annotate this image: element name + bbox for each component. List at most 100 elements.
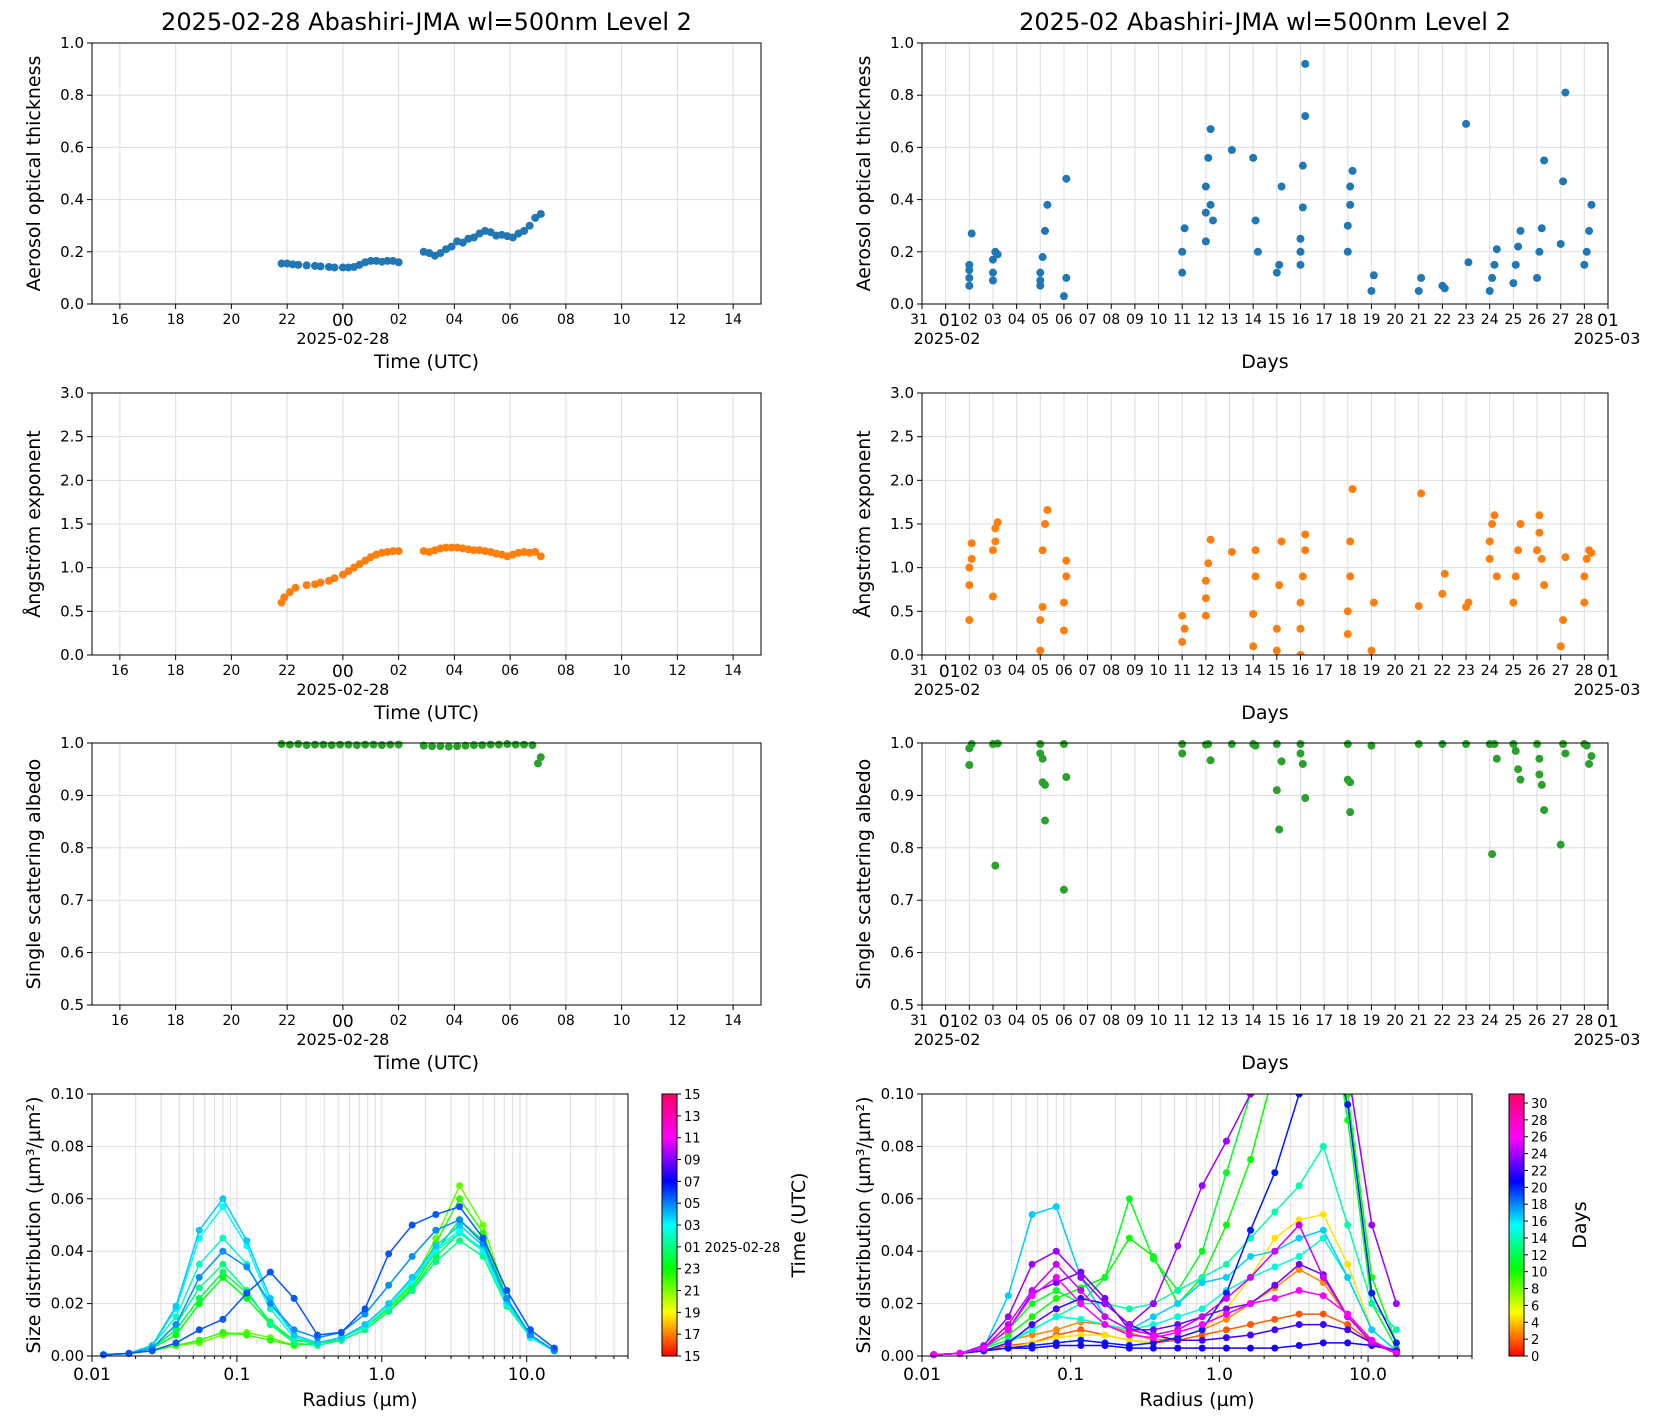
y-tick-label: 0.0 <box>60 646 84 664</box>
series-point <box>408 1221 416 1229</box>
data-point <box>316 262 325 271</box>
data-point <box>1346 808 1355 817</box>
colorbar-tick-label: 10 <box>1531 1266 1548 1281</box>
x-tick-label: 06 <box>1055 1013 1073 1029</box>
series-point <box>1077 1273 1085 1281</box>
x-tick-label: 05 <box>1031 312 1049 328</box>
data-point <box>1367 646 1376 655</box>
y-tick-label: 0.02 <box>51 1295 84 1313</box>
y-tick-label: 0.02 <box>881 1295 914 1313</box>
data-point <box>1561 88 1570 97</box>
data-point <box>458 238 467 247</box>
series-point <box>456 1182 464 1190</box>
y-tick-label: 0.06 <box>51 1190 84 1208</box>
data-point <box>1178 749 1187 758</box>
series-point <box>1174 1336 1182 1344</box>
data-point <box>511 740 520 749</box>
series-point <box>1222 1344 1230 1352</box>
chart-panel-5: 31 01 02 03 04 05 06 07 08 09 10 11 12 13 14 15 16 17 18 19… <box>853 734 1640 1074</box>
data-point <box>453 742 462 751</box>
data-lines <box>930 986 1400 1359</box>
colorbar-tick-label: 11 <box>684 1132 701 1147</box>
y-tick-label: 1.5 <box>890 515 914 533</box>
series-line <box>933 1342 1397 1356</box>
series-point <box>1247 1226 1255 1234</box>
x-tick-label: 23 <box>1457 312 1475 328</box>
series-line <box>933 1094 1398 1356</box>
data-point <box>1296 624 1305 633</box>
series-point <box>1052 1305 1060 1313</box>
y-tick-label: 0.08 <box>881 1137 914 1155</box>
plot-frame <box>91 742 762 1006</box>
data-point <box>1514 765 1523 774</box>
y-tick-label: 2.0 <box>890 471 914 489</box>
data-point <box>988 546 997 555</box>
data-point <box>1492 572 1501 581</box>
series-point <box>1344 1273 1352 1281</box>
x-tick-label: 01 <box>939 311 961 331</box>
colorbar-tick-label: 13 <box>684 1110 701 1125</box>
series-point <box>1222 1294 1230 1302</box>
data-points <box>965 59 1596 301</box>
x-tick-label: 14 <box>1244 1013 1262 1029</box>
x-start-label: 2025-02 <box>914 329 981 348</box>
data-point <box>1587 200 1596 209</box>
series-point <box>432 1242 440 1250</box>
y-tick-label: 2.5 <box>60 428 84 446</box>
data-point <box>967 539 976 548</box>
data-point <box>531 213 540 222</box>
series-point <box>1295 1182 1303 1190</box>
series-point <box>1295 1260 1303 1268</box>
colorbar-tick-label: 19 <box>684 1306 701 1321</box>
series-point <box>290 1326 298 1334</box>
series-point <box>1149 1344 1157 1352</box>
data-point <box>1062 174 1071 183</box>
data-point <box>1277 182 1286 191</box>
series-point <box>1052 1334 1060 1342</box>
data-point <box>1296 651 1305 655</box>
series-point <box>1149 1300 1157 1308</box>
series-point <box>385 1307 393 1315</box>
y-tick-label: 1.0 <box>60 559 84 577</box>
x-axis-label: Days <box>1241 351 1288 373</box>
x-tick-label: 01 <box>1597 662 1619 682</box>
series-point <box>385 1281 393 1289</box>
colorbar-tick-label: 05 <box>684 1197 701 1212</box>
data-point <box>1062 773 1071 782</box>
y-tick-label: 0.6 <box>890 944 914 962</box>
data-point <box>1038 754 1047 763</box>
colorbar-tick-label: 18 <box>1531 1198 1548 1213</box>
series-point <box>1028 1211 1036 1219</box>
data-point <box>1485 554 1494 563</box>
series-point <box>1296 986 1303 993</box>
series-point <box>1392 1326 1400 1334</box>
series-point <box>456 1195 464 1203</box>
data-point <box>1464 598 1473 607</box>
data-point <box>394 547 403 556</box>
data-point <box>991 537 1000 546</box>
series-point <box>1296 986 1303 993</box>
data-point <box>285 588 294 597</box>
x-tick-label: 19 <box>1363 312 1381 328</box>
colorbar-tick-label: 01 2025-02-28 <box>684 1241 780 1256</box>
x-tick-label: 16 <box>111 663 129 679</box>
series-point <box>1319 1273 1327 1281</box>
x-start-label: 2025-02 <box>914 1030 981 1049</box>
series-point <box>361 1310 369 1318</box>
data-point <box>1440 284 1449 293</box>
x-tick-label: 00 <box>332 1012 354 1032</box>
series-point <box>1101 1273 1109 1281</box>
data-point <box>1301 530 1310 539</box>
series-point <box>195 1260 203 1268</box>
data-point <box>1204 559 1213 568</box>
x-tick-label: 24 <box>1481 312 1499 328</box>
x-axis-label: Radius (µm) <box>1139 1389 1254 1411</box>
y-tick-label: 0.5 <box>60 602 84 620</box>
data-point <box>1201 182 1210 191</box>
data-points <box>277 543 545 607</box>
x-tick-label: 10.0 <box>508 1365 546 1385</box>
x-tick-label: 03 <box>984 1013 1002 1029</box>
data-point <box>344 740 353 749</box>
x-tick-label: 1.0 <box>368 1365 395 1385</box>
data-point <box>1249 642 1258 651</box>
